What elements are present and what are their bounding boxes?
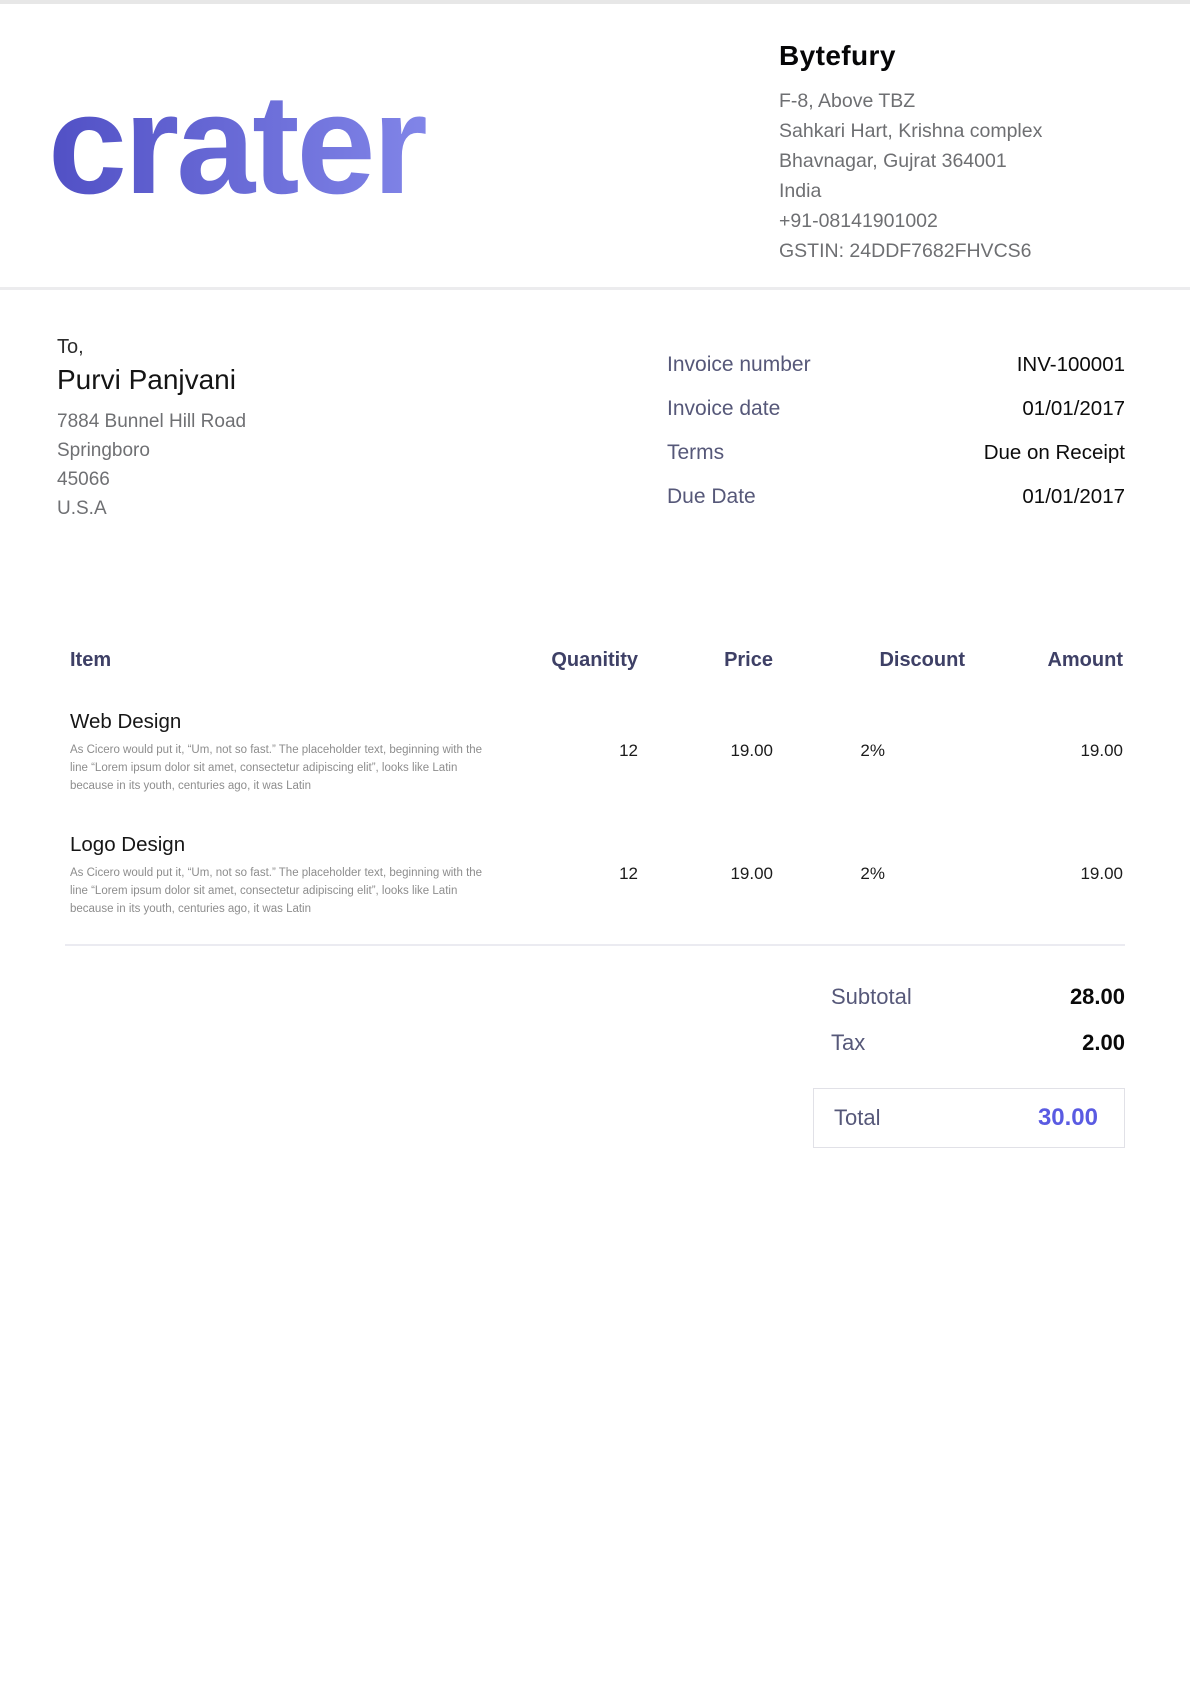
header-amount: Amount: [1047, 649, 1123, 671]
table-row: Web Design As Cicero would put it, “Um, …: [65, 710, 1125, 795]
crater-logo-image: crater: [48, 65, 429, 224]
item-quantity: 12: [619, 741, 638, 760]
items-divider: [65, 944, 1125, 946]
bill-to-block: To, Purvi Panjvani 7884 Bunnel Hill Road…: [57, 336, 246, 529]
total-label: Total: [834, 1105, 881, 1130]
company-address-line: Bhavnagar, Gujrat 364001: [779, 150, 1007, 172]
item-amount: 19.00: [1080, 864, 1123, 883]
due-date-value: 01/01/2017: [1022, 485, 1125, 508]
bill-to-address-line: 45066: [57, 469, 110, 490]
company-name: Bytefury: [779, 40, 896, 71]
items-table-header: Item Quanitity Price Discount Amount: [65, 649, 1125, 672]
letterhead: crater Bytefury F-8, Above TBZ Sahkari H…: [0, 4, 1190, 290]
item-cell: Logo Design As Cicero would put it, “Um,…: [65, 833, 488, 918]
bill-to-name: Purvi Panjvani: [57, 364, 236, 395]
tax-row: Tax 2.00: [753, 1030, 1125, 1056]
items-table: Item Quanitity Price Discount Amount Web…: [65, 649, 1125, 946]
subtotal-row: Subtotal 28.00: [753, 984, 1125, 1010]
item-description: As Cicero would put it, “Um, not so fast…: [70, 867, 483, 915]
item-name: Web Design: [70, 710, 182, 733]
header-item: Item: [70, 649, 112, 671]
invoice-meta: Invoice number INV-100001 Invoice date 0…: [667, 353, 1125, 529]
bill-to-address-line: U.S.A: [57, 498, 107, 519]
terms-label: Terms: [667, 441, 725, 464]
company-gstin: GSTIN: 24DDF7682FHVCS6: [779, 240, 1032, 262]
company-address-line: India: [779, 180, 822, 202]
subtotal-value: 28.00: [1069, 984, 1125, 1009]
bill-to-address-line: 7884 Bunnel Hill Road: [57, 411, 247, 432]
company-address-line: F-8, Above TBZ: [779, 90, 916, 112]
company-block: Bytefury F-8, Above TBZ Sahkari Hart, Kr…: [779, 40, 1125, 266]
header-quantity: Quanitity: [551, 649, 638, 671]
invoice-date-label: Invoice date: [667, 397, 781, 420]
item-discount: 2%: [860, 864, 885, 883]
invoice-number-row: Invoice number INV-100001: [667, 353, 1125, 377]
totals-section: Subtotal 28.00 Tax 2.00 Total 30.00: [753, 984, 1125, 1148]
tax-label: Tax: [831, 1030, 866, 1055]
crater-logo-text: crater: [48, 65, 426, 206]
bill-to-address-line: Springboro: [57, 440, 150, 461]
parties-section: To, Purvi Panjvani 7884 Bunnel Hill Road…: [57, 336, 1125, 529]
invoice-date-row: Invoice date 01/01/2017: [667, 397, 1125, 421]
item-discount: 2%: [860, 741, 885, 760]
crater-logo: crater: [48, 46, 498, 224]
table-row: Logo Design As Cicero would put it, “Um,…: [65, 833, 1125, 918]
item-name: Logo Design: [70, 833, 186, 856]
invoice-body: To, Purvi Panjvani 7884 Bunnel Hill Road…: [0, 336, 1190, 1148]
item-price: 19.00: [730, 864, 773, 883]
item-cell: Web Design As Cicero would put it, “Um, …: [65, 710, 488, 795]
invoice-date-value: 01/01/2017: [1022, 397, 1125, 420]
total-value: 30.00: [1037, 1104, 1098, 1131]
terms-value: Due on Receipt: [983, 441, 1125, 464]
header-price: Price: [724, 649, 773, 671]
company-phone: +91-08141901002: [779, 210, 938, 232]
company-address-line: Sahkari Hart, Krishna complex: [779, 120, 1043, 142]
item-description: As Cicero would put it, “Um, not so fast…: [70, 744, 483, 792]
due-date-row: Due Date 01/01/2017: [667, 485, 1125, 509]
total-box: Total 30.00: [813, 1088, 1125, 1148]
due-date-label: Due Date: [667, 485, 756, 508]
bill-to-salutation: To,: [57, 336, 84, 358]
item-price: 19.00: [730, 741, 773, 760]
item-quantity: 12: [619, 864, 638, 883]
terms-row: Terms Due on Receipt: [667, 441, 1125, 465]
tax-value: 2.00: [1082, 1030, 1125, 1055]
page-top-edge: [0, 0, 1190, 4]
invoice-number-label: Invoice number: [667, 353, 811, 376]
header-discount: Discount: [879, 649, 965, 671]
invoice-number-value: INV-100001: [1016, 353, 1125, 376]
subtotal-label: Subtotal: [831, 984, 912, 1009]
item-amount: 19.00: [1080, 741, 1123, 760]
